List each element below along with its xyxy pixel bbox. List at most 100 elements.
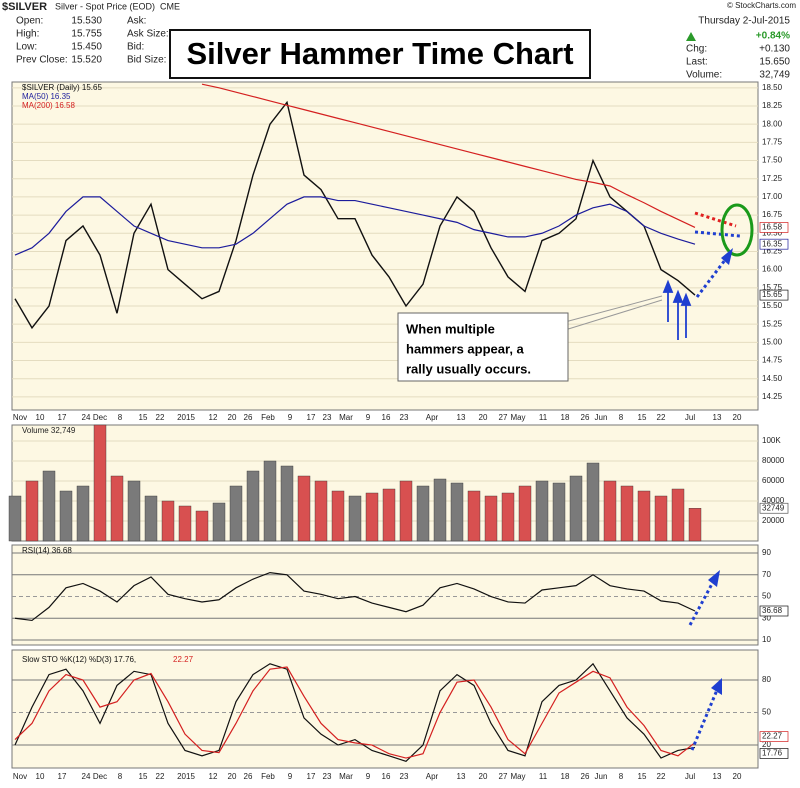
- volume-bar: [450, 482, 464, 542]
- info-key: Low:: [16, 42, 37, 53]
- callout-text: rally usually occurs.: [406, 361, 531, 376]
- panel: [11, 649, 759, 769]
- x-tick-label: May: [510, 772, 525, 781]
- end-label: 36.68: [762, 606, 783, 615]
- x-tick-label: 20: [228, 772, 237, 781]
- volume-bar: [93, 424, 107, 542]
- end-label: 16.35: [762, 239, 783, 248]
- y-tick-label: 14.25: [762, 392, 783, 401]
- end-label-box: [759, 238, 789, 250]
- volume-bar: [127, 480, 141, 542]
- panel: [11, 81, 759, 411]
- x-tick-label: 16: [382, 413, 391, 422]
- callout-pointer: [564, 295, 663, 323]
- y-tick-label: 18.00: [762, 119, 783, 128]
- end-label: 17.76: [762, 749, 783, 758]
- stat-key: Last:: [686, 57, 708, 68]
- end-label-box: [759, 289, 789, 301]
- stat-value: +0.130: [759, 44, 790, 55]
- x-tick-label: May: [510, 413, 525, 422]
- series-line: [14, 666, 696, 759]
- y-tick-label: 80: [762, 675, 771, 684]
- volume-bar: [144, 495, 158, 542]
- x-tick-label: Dec: [93, 413, 107, 422]
- x-tick-label: 15: [139, 772, 148, 781]
- x-tick-label: 9: [366, 772, 371, 781]
- volume-bar: [518, 485, 532, 542]
- x-tick-label: 10: [36, 772, 45, 781]
- legend-entry: MA(200) 16.58: [22, 101, 75, 110]
- volume-bar: [297, 475, 311, 542]
- stat-key: Volume:: [686, 70, 722, 81]
- callout-text: hammers appear, a: [406, 341, 525, 356]
- stat-value: 15.650: [759, 57, 790, 68]
- volume-bar: [331, 490, 345, 542]
- end-label-box: [759, 605, 789, 617]
- x-tick-label: 13: [713, 413, 722, 422]
- volume-bar: [195, 510, 209, 542]
- info-key: Open:: [16, 16, 43, 27]
- volume-bar: [569, 475, 583, 542]
- y-tick-label: 18.50: [762, 83, 783, 92]
- x-tick-label: 9: [288, 413, 293, 422]
- volume-bar: [8, 495, 22, 542]
- x-tick-label: 9: [366, 413, 371, 422]
- end-label: 22.27: [762, 732, 783, 741]
- x-tick-label: 22: [657, 413, 666, 422]
- quote-key: Ask Size:: [127, 29, 169, 40]
- volume-bar: [603, 480, 617, 542]
- y-tick-label: 17.50: [762, 156, 783, 165]
- x-tick-label: Dec: [93, 772, 107, 781]
- volume-bar: [535, 480, 549, 542]
- x-tick-label: 18: [561, 772, 570, 781]
- y-tick-label: 15.00: [762, 337, 783, 346]
- x-tick-label: Apr: [426, 413, 439, 422]
- x-tick-label: 8: [118, 772, 123, 781]
- y-tick-label: 16.00: [762, 265, 783, 274]
- change-pct: +0.84%: [756, 31, 790, 42]
- series-line: [14, 100, 696, 330]
- info-value: 15.755: [71, 29, 102, 40]
- volume-bar: [110, 475, 124, 542]
- volume-bar: [212, 502, 226, 542]
- y-tick-label: 50: [762, 592, 771, 601]
- y-tick-label: 15.50: [762, 301, 783, 310]
- x-tick-label: 23: [400, 772, 409, 781]
- x-tick-label: 8: [619, 772, 624, 781]
- stat-key: Chg:: [686, 44, 707, 55]
- x-tick-label: 8: [118, 413, 123, 422]
- end-label: 32749: [762, 503, 785, 512]
- volume-bar: [161, 500, 175, 542]
- x-tick-label: 8: [619, 413, 624, 422]
- info-key: High:: [16, 29, 39, 40]
- x-tick-label: 27: [499, 413, 508, 422]
- volume-bar: [416, 485, 430, 542]
- panel: [11, 544, 759, 646]
- legend-entry: $SILVER (Daily) 15.65: [22, 83, 102, 92]
- x-tick-label: Jun: [595, 413, 608, 422]
- series-line: [14, 571, 696, 622]
- y-tick-label: 15.75: [762, 283, 783, 292]
- target-circle: [720, 203, 754, 257]
- x-tick-label: 12: [209, 772, 218, 781]
- volume-bar: [365, 492, 379, 542]
- volume-bar: [484, 495, 498, 542]
- callout-box: [397, 312, 569, 382]
- x-tick-label: 17: [307, 772, 316, 781]
- x-tick-label: Feb: [261, 772, 275, 781]
- quote-key: Bid Size:: [127, 55, 166, 66]
- legend-entry: RSI(14) 36.68: [22, 546, 72, 555]
- symbol: $SILVER: [2, 1, 47, 13]
- x-tick-label: Apr: [426, 772, 439, 781]
- exchange: CME: [160, 1, 180, 11]
- volume-bar: [501, 492, 515, 542]
- volume-bar: [399, 480, 413, 542]
- end-label-box: [759, 748, 789, 759]
- x-tick-label: Nov: [13, 772, 27, 781]
- volume-bar: [637, 490, 651, 542]
- x-tick-label: 20: [479, 772, 488, 781]
- x-tick-label: Feb: [261, 413, 275, 422]
- y-tick-label: 14.50: [762, 374, 783, 383]
- info-value: 15.520: [71, 55, 102, 66]
